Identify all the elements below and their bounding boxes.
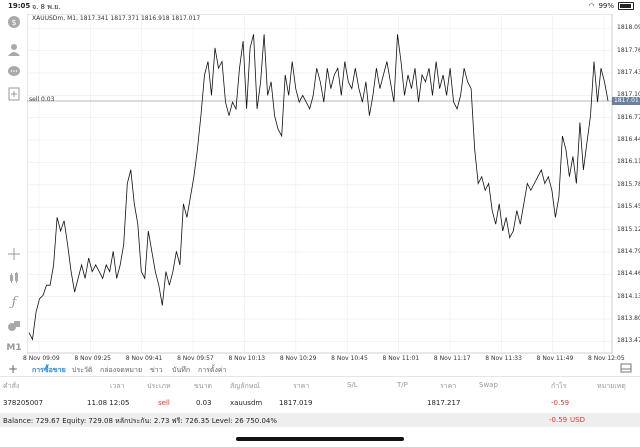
header-sl: S/L — [347, 381, 358, 389]
tab-news[interactable]: ข่าว — [150, 366, 163, 374]
y-tick-label: 1817.100 — [617, 91, 640, 99]
x-tick-label: 8 Nov 11:49 — [536, 355, 574, 362]
balance-text: Balance: 729.67 Equity: 729.08 หลักประกั… — [3, 417, 278, 425]
header-symbol: สัญลักษณ์ — [230, 382, 260, 390]
x-tick-label: 8 Nov 11:17 — [433, 355, 471, 362]
objects-icon[interactable] — [5, 318, 23, 334]
row-size: 0.03 — [196, 399, 212, 407]
home-indicator — [236, 437, 404, 441]
sell-order-label: sell 0.03 — [29, 96, 55, 103]
battery-percent: 99% — [598, 2, 614, 10]
row-price-open: 1817.019 — [279, 399, 313, 407]
header-tp: T/P — [397, 381, 408, 389]
y-tick-label: 1817.430 — [617, 68, 640, 76]
total-profit: -0.59 — [549, 416, 568, 424]
terminal-tab-bar: + การซื้อขาย ประวัติ กล่องจดหมาย ข่าว บั… — [0, 362, 640, 377]
trader-icon[interactable] — [5, 42, 23, 58]
current-price-badge: 1817.017 — [612, 97, 640, 105]
dollar-menu-icon[interactable]: $ — [5, 14, 23, 30]
status-bar: 19:05 จ. 8 พ.ย. ◠ 99% — [0, 0, 640, 14]
x-tick-label: 8 Nov 10:45 — [331, 355, 368, 362]
x-tick-label: 8 Nov 09:57 — [177, 355, 214, 362]
terminal-toggle-icon[interactable] — [620, 363, 632, 375]
chart-type-icon[interactable] — [5, 270, 23, 286]
y-tick-label: 1814.790 — [617, 247, 640, 255]
account-summary: Balance: 729.67 Equity: 729.08 หลักประกั… — [0, 413, 640, 427]
x-tick-label: 8 Nov 09:09 — [23, 355, 60, 362]
x-tick-label: 8 Nov 10:29 — [279, 355, 317, 362]
row-price-current: 1817.217 — [427, 399, 461, 407]
clock: 19:05 — [8, 2, 31, 10]
price-series-line — [28, 34, 609, 341]
header-comment: หมายเหตุ — [597, 382, 626, 390]
indicators-icon[interactable]: ƒ — [11, 294, 17, 310]
y-tick-label: 1815.450 — [617, 203, 640, 211]
chart-canvas[interactable] — [27, 14, 640, 358]
battery-icon — [618, 2, 634, 10]
add-icon[interactable]: + — [8, 362, 19, 376]
chat-icon[interactable] — [5, 64, 23, 80]
x-tick-label: 8 Nov 11:33 — [485, 355, 522, 362]
row-type: sell — [158, 399, 170, 407]
x-tick-label: 8 Nov 11:01 — [382, 355, 420, 362]
header-order: คำสั่ง — [3, 382, 20, 390]
y-tick-label: 1813.800 — [617, 315, 640, 323]
x-tick-label: 8 Nov 09:41 — [125, 355, 163, 362]
svg-text:$: $ — [11, 18, 16, 27]
wifi-icon: ◠ — [588, 2, 595, 10]
x-tick-label: 8 Nov 10:13 — [228, 355, 266, 362]
y-tick-label: 1816.770 — [617, 113, 640, 121]
header-price-open: ราคา — [293, 382, 310, 390]
tab-trade[interactable]: การซื้อขาย — [32, 366, 66, 374]
header-size: ขนาด — [194, 382, 213, 390]
price-chart[interactable]: XAUUSDm, M1, 1817.341 1817.371 1816.918 … — [23, 14, 640, 362]
table-row[interactable]: 378205007 11.08 12:05 sell 0.03 xauusdm … — [0, 396, 640, 410]
plot-frame — [27, 14, 613, 354]
row-symbol: xauusdm — [230, 399, 263, 407]
x-tick-label: 8 Nov 09:25 — [74, 355, 111, 362]
row-profit: -0.59 — [551, 399, 570, 407]
x-tick-label: 8 Nov 12:05 — [588, 355, 625, 362]
crosshair-icon[interactable] — [5, 246, 23, 262]
header-swap: Swap — [479, 381, 498, 389]
y-tick-label: 1816.440 — [617, 136, 640, 144]
y-tick-label: 1815.120 — [617, 225, 640, 233]
y-tick-label: 1813.470 — [617, 337, 640, 345]
header-time: เวลา — [110, 382, 125, 390]
y-tick-label: 1814.460 — [617, 270, 640, 278]
y-tick-label: 1818.090 — [617, 24, 640, 32]
new-order-icon[interactable] — [5, 86, 23, 102]
left-toolbar: $ ƒ M1 — [0, 14, 27, 358]
row-time: 11.08 12:05 — [87, 399, 130, 407]
header-price-current: ราคา — [440, 382, 457, 390]
row-order: 378205007 — [3, 399, 44, 407]
tab-mailbox[interactable]: กล่องจดหมาย — [100, 366, 143, 374]
header-type: ประเภท — [147, 382, 171, 390]
tab-journal[interactable]: บันทึก — [172, 366, 191, 374]
date: จ. 8 พ.ย. — [32, 3, 61, 11]
y-tick-label: 1816.110 — [617, 158, 640, 166]
y-tick-label: 1814.130 — [617, 292, 640, 300]
timeframe-m1[interactable]: M1 — [6, 343, 22, 353]
symbol-info: XAUUSDm, M1, 1817.341 1817.371 1816.918 … — [32, 15, 201, 22]
currency: USD — [570, 416, 585, 424]
y-tick-label: 1815.780 — [617, 180, 640, 188]
y-tick-label: 1817.760 — [617, 46, 640, 54]
tab-history[interactable]: ประวัติ — [72, 366, 93, 374]
tab-settings[interactable]: การตั้งค่า — [198, 366, 227, 374]
header-profit: กำไร — [551, 382, 567, 390]
